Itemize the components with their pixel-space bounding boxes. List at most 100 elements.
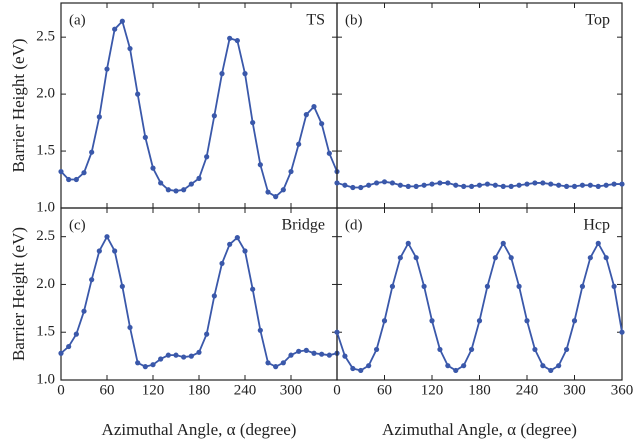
data-point (468, 183, 475, 189)
data-point (265, 360, 271, 366)
data-point (104, 66, 110, 72)
data-point (196, 349, 202, 355)
y-axis-label: Barrier Height (eV) (9, 227, 28, 361)
panel-name: Hcp (583, 217, 610, 234)
data-point (437, 180, 443, 186)
x-tick-label: 240 (234, 382, 257, 398)
data-point (421, 283, 427, 289)
x-axis-label: Azimuthal Angle, α (degree) (382, 420, 577, 439)
y-tick-label: 2.5 (36, 228, 55, 244)
data-point (303, 347, 309, 353)
data-point (58, 168, 64, 175)
data-point (373, 180, 380, 186)
data-point (89, 277, 95, 283)
data-point (484, 181, 491, 187)
data-point (413, 255, 419, 261)
data-point (389, 180, 396, 186)
data-point (421, 182, 427, 188)
x-tick-label: 300 (563, 382, 586, 398)
data-point (181, 354, 187, 360)
y-tick-label: 1.0 (36, 371, 55, 387)
panel-name: TS (306, 12, 325, 29)
data-point (508, 183, 514, 189)
x-tick-label: 360 (611, 382, 633, 398)
data-point (397, 255, 403, 261)
data-point (381, 179, 388, 185)
data-point (540, 180, 546, 186)
data-point (429, 318, 435, 324)
data-point (619, 329, 625, 335)
data-point (181, 187, 187, 193)
data-point (288, 352, 294, 358)
data-point (603, 182, 609, 188)
y-axis-label: Barrier Height (eV) (9, 38, 28, 172)
data-point (429, 181, 435, 187)
data-point (500, 240, 506, 246)
panel-label: (d) (345, 217, 363, 233)
data-point (150, 362, 156, 368)
data-point (66, 176, 72, 183)
data-point (234, 37, 240, 44)
x-tick-label: 60 (377, 382, 392, 398)
data-line (336, 241, 623, 372)
data-point (413, 183, 419, 189)
data-point (73, 176, 79, 183)
data-point (516, 182, 522, 188)
data-point (342, 182, 348, 188)
data-point (158, 356, 164, 362)
data-point (516, 283, 522, 289)
data-point (556, 182, 562, 188)
data-point (273, 364, 279, 370)
x-tick-label: 240 (516, 382, 539, 398)
data-point (468, 346, 475, 353)
data-point (188, 181, 194, 187)
data-point (453, 182, 459, 188)
panel-label: (c) (69, 217, 86, 233)
data-point (58, 350, 64, 356)
data-line (60, 19, 338, 198)
data-point (342, 353, 348, 359)
x-tick-label: 0 (333, 382, 341, 398)
data-point (619, 181, 625, 187)
x-tick-label: 300 (280, 382, 303, 398)
y-tick-label: 1.0 (36, 199, 55, 215)
data-point (257, 162, 263, 168)
panel-name: Bridge (281, 217, 325, 234)
data-point (112, 26, 118, 32)
data-point (242, 248, 248, 254)
data-point (326, 150, 332, 156)
data-point (227, 35, 233, 41)
data-point (127, 324, 133, 331)
data-point (571, 183, 578, 189)
data-point (150, 165, 156, 171)
data-point (508, 255, 514, 261)
data-point (96, 248, 102, 254)
y-tick-label: 1.5 (36, 324, 55, 340)
data-point (319, 121, 325, 127)
data-point (288, 168, 294, 175)
data-point (127, 45, 133, 52)
panel-frame (336, 2, 623, 209)
data-point (165, 352, 171, 358)
data-point (350, 365, 356, 372)
data-point (319, 351, 325, 357)
data-point (280, 187, 286, 193)
data-point (173, 188, 179, 194)
data-point (595, 183, 601, 189)
data-point (405, 240, 411, 246)
panel-frame (336, 207, 623, 381)
data-point (250, 286, 256, 292)
data-point (219, 71, 225, 77)
data-point (461, 363, 467, 369)
data-point (492, 182, 498, 188)
data-point (135, 360, 141, 366)
data-point (250, 119, 256, 126)
data-point (66, 343, 72, 350)
x-axis-label: Azimuthal Angle, α (degree) (102, 420, 297, 439)
data-point (81, 308, 87, 314)
data-point (273, 194, 279, 200)
x-tick-label: 180 (188, 382, 211, 398)
data-point (453, 367, 459, 374)
data-point (611, 283, 617, 289)
data-point (587, 255, 593, 261)
